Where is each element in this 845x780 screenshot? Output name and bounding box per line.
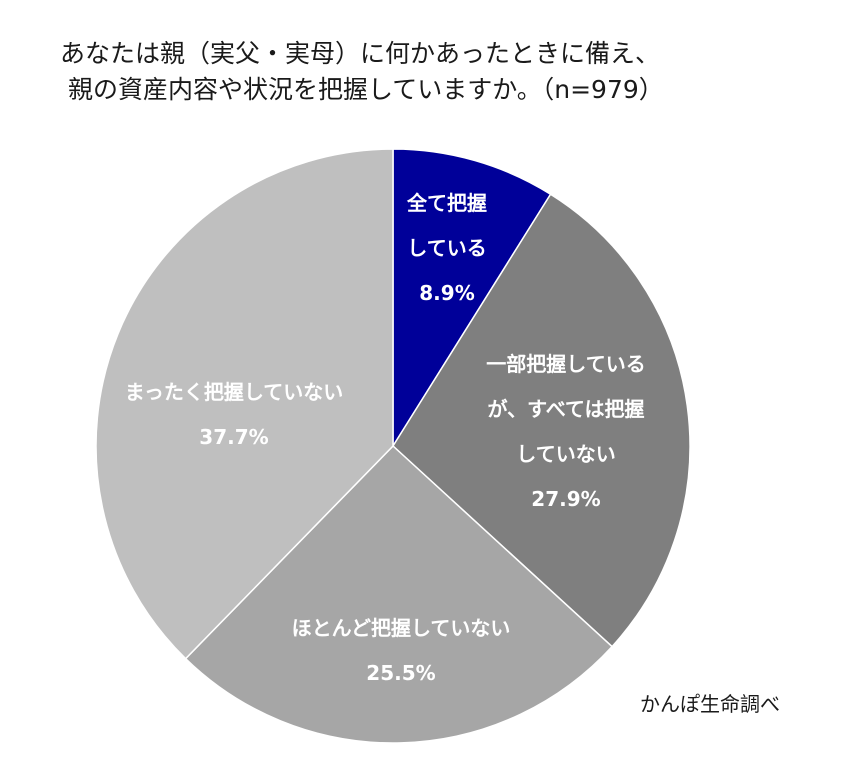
chart-title-line-1: あなたは親（実父・実母）に何かあったときに備え、 — [60, 39, 661, 68]
slice-4-label-line-1: まったく把握していない — [125, 380, 344, 404]
pie-slices — [95, 148, 691, 744]
pie-slice-4 — [95, 148, 394, 660]
chart-title: あなたは親（実父・実母）に何かあったときに備え、 親の資産内容や状況を把握してい… — [60, 36, 664, 108]
slice-1-label-line-2: している — [407, 236, 486, 260]
slice-1-label-line-1: 全て把握 — [406, 191, 487, 215]
slice-2-label-line-3: していない — [516, 442, 615, 466]
source-note: かんぽ生命調べ — [640, 692, 780, 716]
pie-slice-2 — [392, 193, 691, 648]
chart-title-line-2: 親の資産内容や状況を把握していますか。（n=979） — [68, 75, 664, 104]
slice-2-value-label: 27.9% — [531, 487, 600, 511]
slice-4-value-label: 37.7% — [199, 425, 268, 449]
slice-3-label-line-1: ほとんど把握していない — [292, 616, 511, 640]
pie-slice-3 — [184, 444, 614, 744]
slice-2-label-line-1: 一部把握している — [486, 352, 645, 376]
slice-1-value-label: 8.9% — [419, 281, 474, 305]
slice-3-value-label: 25.5% — [366, 661, 435, 685]
slice-2-label-line-2: が、すべては把握 — [488, 397, 645, 421]
pie-slice-1 — [392, 148, 552, 449]
